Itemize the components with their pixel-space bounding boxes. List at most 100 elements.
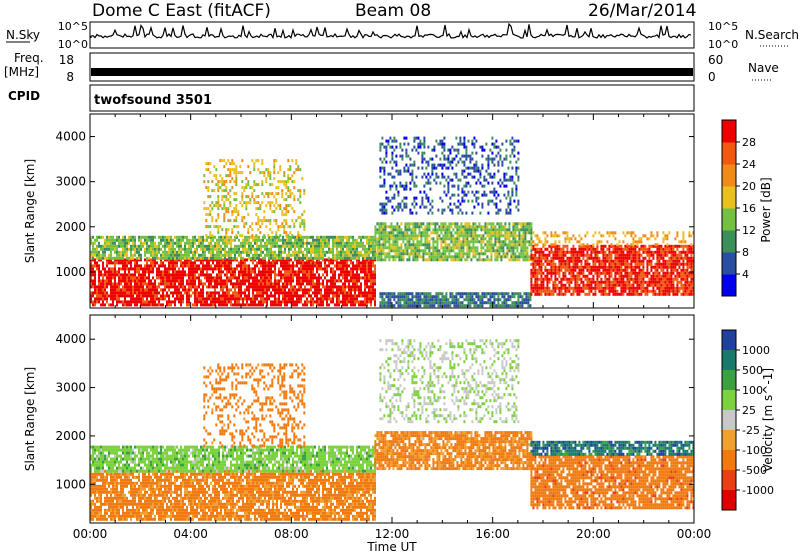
heatmap-cell (477, 292, 480, 296)
heatmap-cell (208, 273, 210, 277)
heatmap-cell (354, 300, 356, 304)
heatmap-cell (316, 267, 318, 271)
heatmap-cell (332, 270, 334, 274)
heatmap-cell (474, 231, 477, 235)
heatmap-cell (402, 255, 405, 259)
heatmap-cell (144, 282, 146, 286)
heatmap-cell (260, 238, 262, 242)
heatmap-cell (128, 303, 130, 307)
heatmap-cell (226, 258, 228, 262)
heatmap-cell (517, 304, 520, 308)
heatmap-cell (442, 228, 445, 232)
heatmap-cell (338, 291, 340, 295)
heatmap-cell (174, 297, 176, 301)
heatmap-cell (194, 253, 196, 257)
heatmap-cell (192, 264, 194, 268)
heatmap-cell (288, 238, 290, 242)
heatmap-cell (210, 267, 212, 271)
heatmap-cell (324, 297, 326, 301)
heatmap-cell (600, 271, 603, 275)
heatmap-cell (184, 291, 186, 295)
heatmap-cell (511, 295, 514, 299)
heatmap-cell (124, 267, 126, 271)
heatmap-cell (427, 292, 430, 296)
heatmap-cell (180, 297, 182, 301)
heatmap-cell (443, 304, 446, 308)
heatmap-cell (356, 253, 358, 257)
heatmap-cell (334, 285, 336, 289)
heatmap-cell (182, 273, 184, 277)
heatmap-cell (336, 244, 338, 248)
heatmap-cell (378, 234, 381, 238)
heatmap-cell (498, 249, 501, 253)
heatmap-cell (362, 241, 364, 245)
heatmap-cell (308, 270, 310, 274)
heatmap-cell (118, 285, 120, 289)
heatmap-cell (210, 244, 212, 248)
heatmap-cell (492, 228, 495, 232)
heatmap-cell (518, 237, 521, 241)
heatmap-cell (318, 279, 320, 283)
heatmap-cell (486, 225, 489, 229)
heatmap-cell (202, 288, 204, 292)
heatmap-cell (636, 277, 639, 281)
heatmap-cell (224, 241, 226, 245)
heatmap-cell (194, 291, 196, 295)
heatmap-cell (200, 244, 202, 248)
heatmap-cell (366, 261, 368, 265)
heatmap-cell (370, 288, 372, 292)
heatmap-cell (578, 283, 581, 287)
heatmap-cell (216, 258, 218, 262)
heatmap-cell (600, 250, 603, 254)
heatmap-cell (570, 274, 573, 278)
heatmap-cell (304, 273, 306, 277)
heatmap-cell (562, 247, 565, 251)
heatmap-cell (194, 247, 196, 251)
heatmap-cell (376, 252, 379, 256)
heatmap-cell (430, 246, 433, 250)
heatmap-cell (506, 237, 509, 241)
heatmap-cell (116, 258, 118, 262)
heatmap-cell (662, 253, 665, 257)
heatmap-cell (290, 253, 292, 257)
heatmap-cell (600, 247, 603, 251)
heatmap-cell (668, 277, 671, 281)
heatmap-cell (166, 267, 168, 271)
heatmap-cell (441, 292, 444, 296)
heatmap-cell (497, 292, 500, 296)
heatmap-cell (258, 294, 260, 298)
heatmap-cell (366, 253, 368, 257)
heatmap-cell (336, 264, 338, 268)
heatmap-cell (262, 276, 264, 280)
heatmap-cell (558, 286, 561, 290)
heatmap-cell (626, 274, 629, 278)
heatmap-cell (260, 241, 262, 245)
heatmap-cell (342, 303, 344, 307)
heatmap-cell (280, 279, 282, 283)
heatmap-cell (376, 240, 379, 244)
heatmap-cell (214, 264, 216, 268)
heatmap-cell (170, 282, 172, 286)
heatmap-cell (218, 297, 220, 301)
heatmap-cell (650, 289, 653, 293)
heatmap-cell (118, 270, 120, 274)
heatmap-cell (152, 276, 154, 280)
heatmap-cell (118, 256, 120, 260)
heatmap-cell (210, 258, 212, 262)
heatmap-cell (228, 288, 230, 292)
heatmap-cell (252, 300, 254, 304)
heatmap-cell (218, 253, 220, 257)
heatmap-cell (440, 222, 443, 226)
heatmap-cell (338, 253, 340, 257)
heatmap-cell (519, 304, 522, 308)
heatmap-cell (417, 292, 420, 296)
heatmap-cell (498, 222, 501, 226)
heatmap-cell (334, 294, 336, 298)
heatmap-cell (110, 235, 112, 239)
heatmap-cell (504, 234, 507, 238)
heatmap-cell (368, 288, 370, 292)
heatmap-cell (288, 247, 290, 251)
heatmap-cell (650, 250, 653, 254)
heatmap-cell (272, 270, 274, 274)
heatmap-cell (224, 303, 226, 307)
